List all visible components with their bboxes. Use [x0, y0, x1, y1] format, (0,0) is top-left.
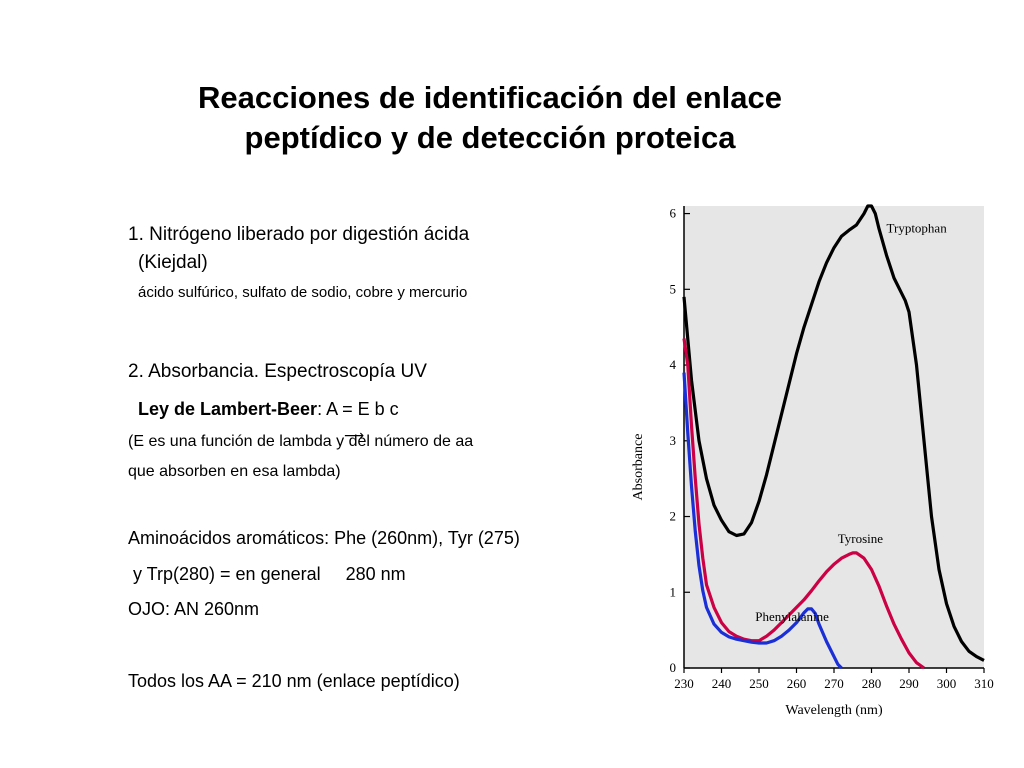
series-label-tryptophan: Tryptophan — [887, 221, 948, 236]
arrow-icon: ⟶ — [344, 427, 365, 443]
slide-title-line-1: Reacciones de identificación del enlace — [197, 80, 783, 115]
item-1-detail: ácido sulfúrico, sulfato de sodio, cobre… — [138, 284, 468, 301]
item-1-heading: 1. Nitrógeno liberado por digestión ácid… — [128, 224, 470, 245]
slide-title: Reacciones de identificación del enlace … — [150, 78, 830, 158]
aromatic-line-1: Aminoácidos aromáticos: Phe (260nm), Tyr… — [128, 528, 520, 548]
item-1-heading-cont: (Kiejdal) — [138, 252, 208, 273]
x-tick-label: 260 — [787, 676, 807, 691]
y-tick-label: 6 — [670, 206, 677, 221]
series-line-phenylalanine — [682, 372, 843, 670]
item-2-heading: 2. Absorbancia. Espectroscopía UV — [128, 361, 427, 382]
law-note-line-1: (E es una función de lambda y del número… — [128, 431, 473, 453]
series-line-tryptophan — [682, 204, 985, 662]
law-note-line-2: que absorben en esa lambda) — [128, 463, 341, 480]
y-tick-label: 3 — [670, 433, 677, 448]
x-axis-label: Wavelength (nm) — [785, 703, 883, 718]
lambert-beer-name: Ley de Lambert-Beer — [138, 399, 318, 419]
y-tick-label: 2 — [670, 509, 677, 524]
y-tick-label: 4 — [670, 357, 677, 372]
series-label-phenylalanine: Phenylalanine — [755, 609, 829, 624]
y-tick-label: 0 — [670, 660, 677, 675]
slide-title-line-2: peptídico y de detección proteica — [244, 120, 736, 155]
lambert-beer-law: Ley de Lambert-Beer: A = E b c — [138, 398, 399, 420]
x-tick-label: 240 — [712, 676, 732, 691]
series-label-tyrosine: Tyrosine — [838, 531, 884, 546]
all-amino-acids-note: Todos los AA = 210 nm (enlace peptídico) — [128, 671, 460, 691]
y-tick-label: 5 — [670, 281, 677, 296]
aromatic-line-2: y Trp(280) = en general 280 nm — [128, 564, 406, 584]
y-axis-label: Absorbance — [631, 434, 646, 501]
x-tick-label: 280 — [862, 676, 882, 691]
x-tick-label: 270 — [824, 676, 844, 691]
plot-area — [684, 206, 984, 668]
uv-absorbance-spectrum: 0 1 2 3 4 5 6 230 240 250 260 270 280 290 300 310 Trypt… — [631, 204, 994, 718]
x-tick-label: 310 — [974, 676, 994, 691]
y-tick-label: 1 — [670, 584, 677, 599]
x-tick-label: 290 — [899, 676, 919, 691]
x-tick-label: 300 — [937, 676, 957, 691]
law-note-part-1: (E es una función de lambda — [128, 433, 337, 450]
x-tick-label: 230 — [674, 676, 694, 691]
law-note-part-2: del número de aa — [344, 433, 474, 450]
ojo-note: OJO: AN 260nm — [128, 599, 260, 619]
x-tick-label: 250 — [749, 676, 769, 691]
lambert-beer-formula: : A = E b c — [317, 399, 399, 419]
law-note-y: y — [336, 433, 345, 450]
series-line-tyrosine — [682, 338, 925, 670]
